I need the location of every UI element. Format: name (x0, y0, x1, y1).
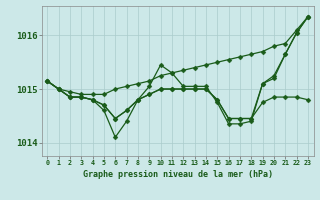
X-axis label: Graphe pression niveau de la mer (hPa): Graphe pression niveau de la mer (hPa) (83, 170, 273, 179)
